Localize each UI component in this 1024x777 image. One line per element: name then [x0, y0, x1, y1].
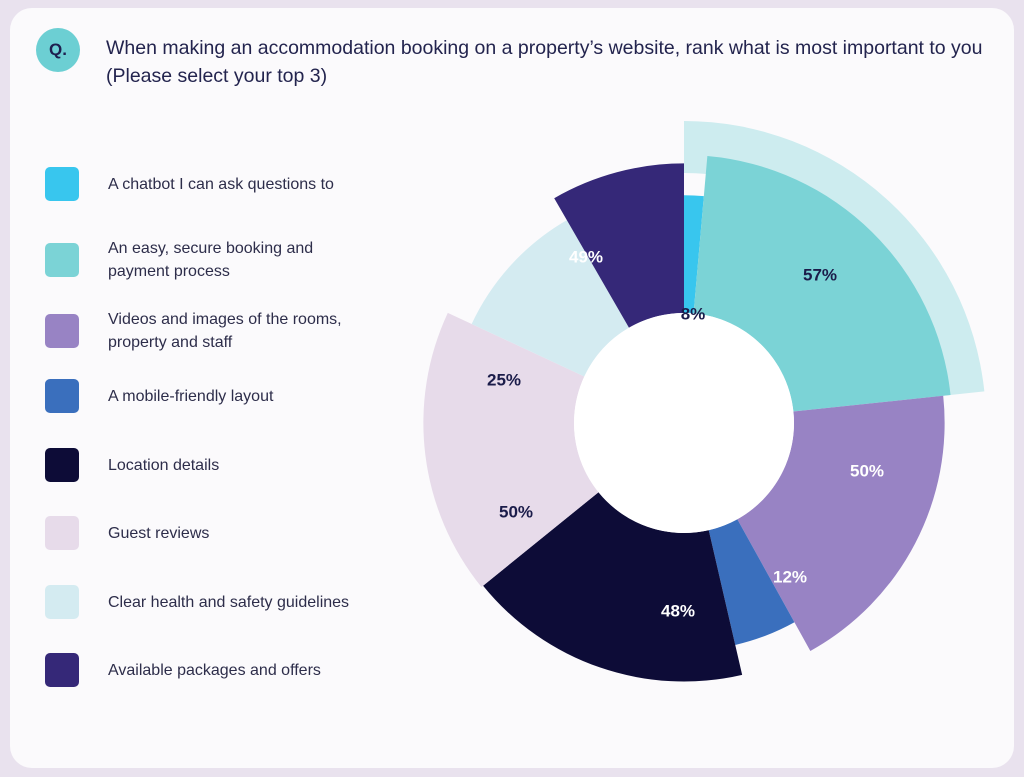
legend-swatch — [45, 314, 79, 348]
donut-segment — [554, 163, 684, 328]
donut-segment — [693, 156, 951, 412]
legend-swatch — [45, 243, 79, 277]
legend-label: Guest reviews — [108, 524, 210, 542]
legend-label: A mobile-friendly layout — [108, 387, 274, 405]
legend-label: Clear health and safety guidelines — [108, 593, 350, 611]
legend-item-mobile-layout: A mobile-friendly layout — [45, 379, 405, 413]
donut-hole — [574, 313, 794, 533]
highlight-band — [684, 121, 985, 397]
donut-segment — [471, 220, 629, 377]
question-badge: Q. — [36, 28, 80, 72]
legend-swatch — [45, 379, 79, 413]
legend-item-videos-images: Videos and images of the rooms, property… — [45, 308, 405, 354]
data-label: 12% — [773, 567, 807, 586]
legend-item-chatbot: A chatbot I can ask questions to — [45, 167, 405, 201]
legend-swatch — [45, 585, 79, 619]
donut-segment — [684, 195, 704, 314]
legend-swatch — [45, 653, 79, 687]
question-text: When making an accommodation booking on … — [106, 37, 983, 87]
donut-segment — [737, 395, 945, 651]
donut-segment — [483, 492, 743, 682]
legend-label: Available packages and offers — [108, 661, 321, 679]
legend-item-health-safety: Clear health and safety guidelines — [45, 585, 405, 619]
legend-swatch — [45, 516, 79, 550]
data-label: 50% — [850, 461, 884, 480]
legend-item-reviews: Guest reviews — [45, 516, 405, 550]
legend-label: Location details — [108, 456, 220, 474]
legend-item-packages: Available packages and offers — [45, 653, 405, 687]
legend-swatch — [45, 167, 79, 201]
data-label: 25% — [487, 370, 521, 389]
legend-item-location: Location details — [45, 448, 405, 482]
donut-segment — [708, 519, 795, 645]
legend-label: Videos and images of the rooms, property… — [108, 311, 342, 351]
data-label: 57% — [803, 265, 837, 284]
data-label: 50% — [499, 502, 533, 521]
data-label: 8% — [681, 304, 706, 323]
legend-label: A chatbot I can ask questions to — [108, 175, 334, 193]
donut-segment — [423, 312, 599, 588]
legend-label: An easy, secure booking and payment proc… — [108, 240, 314, 280]
legend-swatch — [45, 448, 79, 482]
data-label: 49% — [569, 247, 603, 266]
data-label: 48% — [661, 601, 695, 620]
legend-item-booking-process: An easy, secure booking and payment proc… — [45, 237, 405, 283]
